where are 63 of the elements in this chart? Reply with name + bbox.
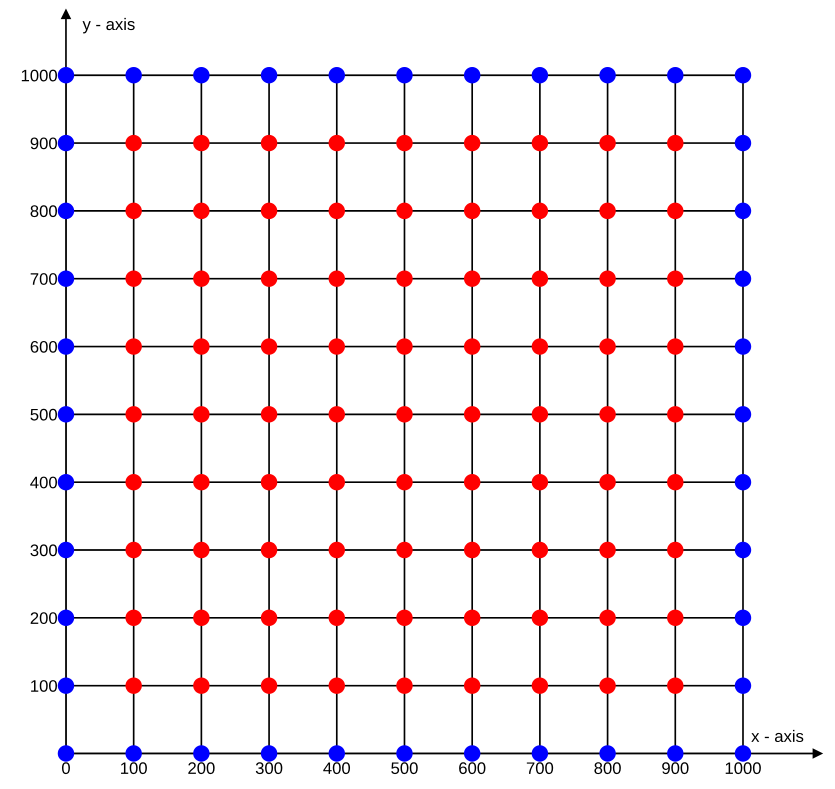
point bbox=[58, 134, 74, 152]
point bbox=[58, 610, 74, 626]
point bbox=[734, 677, 752, 694]
point bbox=[260, 745, 278, 762]
point bbox=[125, 745, 142, 762]
point bbox=[328, 745, 345, 762]
point bbox=[532, 745, 548, 762]
y-tick-label: 300 bbox=[30, 544, 57, 556]
x-tick-label: 800 bbox=[594, 762, 621, 774]
point bbox=[260, 67, 278, 84]
x-tick-label: 600 bbox=[459, 762, 486, 774]
point bbox=[667, 67, 684, 84]
point bbox=[734, 610, 752, 626]
x-axis-title: x - axis bbox=[751, 730, 804, 742]
y-tick-label: 1000 bbox=[22, 70, 57, 82]
point bbox=[58, 67, 74, 84]
point bbox=[396, 745, 413, 762]
y-tick-label: 100 bbox=[31, 680, 57, 692]
y-tick-label: 800 bbox=[30, 205, 57, 218]
point bbox=[396, 67, 413, 84]
point bbox=[58, 474, 74, 490]
point bbox=[464, 67, 480, 84]
x-tick-label: 1000 bbox=[726, 762, 761, 774]
point bbox=[464, 745, 480, 762]
y-tick-label: 200 bbox=[30, 612, 57, 624]
x-tick-label: 200 bbox=[188, 762, 215, 774]
point bbox=[734, 202, 752, 220]
x-tick-label: 0 bbox=[62, 762, 70, 774]
point bbox=[193, 745, 210, 762]
point bbox=[58, 270, 74, 287]
point bbox=[58, 202, 74, 220]
point bbox=[734, 134, 752, 152]
point bbox=[734, 270, 752, 287]
point bbox=[734, 542, 752, 558]
y-tick-label: 700 bbox=[30, 273, 57, 285]
point bbox=[58, 406, 74, 423]
point bbox=[734, 406, 752, 423]
point bbox=[58, 745, 74, 762]
point bbox=[125, 67, 142, 84]
point bbox=[193, 67, 210, 84]
x-tick-label: 900 bbox=[662, 762, 689, 774]
point bbox=[599, 67, 616, 84]
point bbox=[599, 745, 616, 762]
y-tick-label: 400 bbox=[30, 476, 57, 488]
point bbox=[734, 338, 752, 355]
x-tick-label: 100 bbox=[121, 762, 147, 774]
y-axis-title: y - axis bbox=[82, 18, 135, 34]
x-tick-label: 700 bbox=[526, 762, 554, 774]
point bbox=[58, 338, 74, 355]
point bbox=[734, 67, 752, 84]
point bbox=[328, 67, 345, 84]
x-tick-label: 300 bbox=[256, 762, 282, 774]
y-tick-label: 600 bbox=[30, 340, 57, 353]
y-tick-label: 500 bbox=[30, 408, 57, 421]
point bbox=[734, 474, 752, 490]
point bbox=[532, 67, 548, 84]
y-tick-label: 900 bbox=[30, 137, 57, 150]
x-tick-label: 500 bbox=[391, 762, 418, 774]
point bbox=[734, 745, 752, 762]
x-tick-label: 400 bbox=[323, 762, 350, 774]
point bbox=[58, 542, 74, 558]
point bbox=[667, 745, 684, 762]
point bbox=[58, 677, 74, 694]
